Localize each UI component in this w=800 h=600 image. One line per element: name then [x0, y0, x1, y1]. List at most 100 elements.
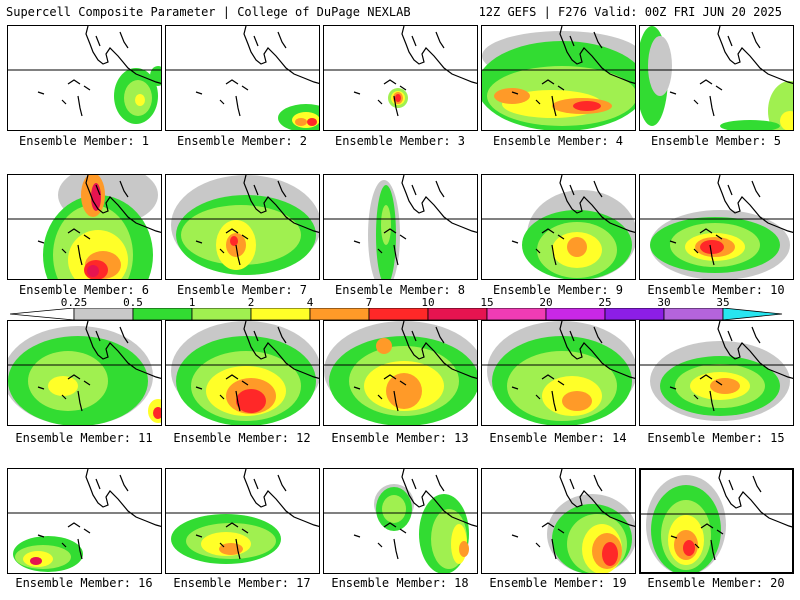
ensemble-member-panel[interactable] — [323, 174, 478, 280]
scp-shading-blob — [382, 495, 406, 523]
colorbar-segment — [132, 308, 193, 320]
colorbar-segment — [604, 308, 665, 320]
coastline — [195, 26, 319, 117]
ensemble-member-label: Ensemble Member: 19 — [489, 576, 627, 590]
scp-shading-blob — [395, 94, 401, 102]
coastline — [511, 321, 635, 412]
ensemble-member-label: Ensemble Member: 2 — [176, 134, 308, 148]
coastline — [195, 321, 319, 412]
ensemble-member-label: Ensemble Member: 7 — [176, 283, 308, 297]
scp-shading-blob — [459, 541, 469, 557]
ensemble-member-label: Ensemble Member: 17 — [173, 576, 311, 590]
ensemble-member-label: Ensemble Member: 15 — [647, 431, 785, 445]
colorbar-segment — [663, 308, 724, 320]
scp-shading-blob — [562, 391, 592, 411]
colorbar-segment — [545, 308, 606, 320]
colorbar-tick-label: 25 — [598, 296, 612, 309]
ensemble-member-label: Ensemble Member: 18 — [331, 576, 469, 590]
scp-shading-blob — [567, 237, 587, 257]
ensemble-member-label: Ensemble Member: 9 — [492, 283, 624, 297]
colorbar-segment — [250, 308, 311, 320]
scp-shading-blob — [720, 120, 780, 130]
colorbar-segment — [368, 308, 429, 320]
colorbar-tick-label: 0.5 — [123, 296, 143, 309]
ensemble-member-panel[interactable] — [481, 25, 636, 131]
ensemble-member-label: Ensemble Member: 1 — [18, 134, 150, 148]
ensemble-member-panel[interactable] — [7, 174, 162, 280]
ensemble-member-label: Ensemble Member: 14 — [489, 431, 627, 445]
colorbar-tip-left — [10, 308, 75, 320]
colorbar-tick-label: 4 — [306, 296, 314, 309]
ensemble-member-panel[interactable] — [639, 468, 794, 574]
colorbar-tick-label: 35 — [716, 296, 730, 309]
colorbar-tick-label: 30 — [657, 296, 671, 309]
scp-shading-blob — [236, 389, 266, 413]
ensemble-member-panel[interactable] — [481, 468, 636, 574]
scp-shading-blob — [700, 240, 724, 254]
ensemble-member-panel[interactable] — [165, 25, 320, 131]
scp-shading-blob — [307, 118, 317, 126]
scp-shading-blob — [494, 88, 530, 104]
coastline — [37, 26, 161, 117]
ensemble-member-label: Ensemble Member: 12 — [173, 431, 311, 445]
scp-shading-blob — [602, 542, 618, 566]
ensemble-member-label: Ensemble Member: 3 — [334, 134, 466, 148]
scp-shading-blob — [135, 94, 145, 106]
coastline — [669, 321, 793, 412]
ensemble-member-panel[interactable] — [7, 320, 162, 426]
ensemble-member-label: Ensemble Member: 8 — [334, 283, 466, 297]
ensemble-member-label: Ensemble Member: 11 — [15, 431, 153, 445]
coastline — [195, 469, 319, 560]
ensemble-member-panel[interactable] — [323, 468, 478, 574]
ensemble-member-panel[interactable] — [639, 25, 794, 131]
coastline — [669, 175, 793, 266]
scp-shading-blob — [573, 101, 601, 111]
scp-shading-blob — [230, 236, 238, 246]
colorbar-segment — [309, 308, 370, 320]
ensemble-member-label: Ensemble Member: 6 — [18, 283, 150, 297]
colorbar-segment — [191, 308, 252, 320]
coastline — [511, 469, 635, 560]
ensemble-member-label: Ensemble Member: 5 — [650, 134, 782, 148]
ensemble-member-panel[interactable] — [323, 25, 478, 131]
colorbar-segment — [427, 308, 488, 320]
scp-shading-blob — [295, 118, 307, 126]
colorbar — [10, 308, 783, 320]
ensemble-member-panel[interactable] — [165, 174, 320, 280]
ensemble-member-panel[interactable] — [7, 468, 162, 574]
coastline — [511, 26, 635, 117]
colorbar-tick-label: 2 — [247, 296, 255, 309]
coastline — [353, 26, 477, 117]
colorbar-tick-label: 0.25 — [60, 296, 88, 309]
colorbar-segment — [73, 308, 134, 320]
colorbar-tick-label: 1 — [188, 296, 196, 309]
scp-shading-blob — [683, 540, 695, 556]
ensemble-member-label: Ensemble Member: 10 — [647, 283, 785, 297]
coastline — [353, 469, 477, 560]
scp-shading-blob — [87, 265, 99, 277]
coastline — [195, 175, 319, 266]
ensemble-member-panel[interactable] — [165, 468, 320, 574]
colorbar-tick-label: 10 — [421, 296, 435, 309]
ensemble-member-panel[interactable] — [639, 174, 794, 280]
colorbar-tick-label: 20 — [539, 296, 553, 309]
ensemble-member-panel[interactable] — [481, 320, 636, 426]
ensemble-member-panel[interactable] — [481, 174, 636, 280]
ensemble-member-label: Ensemble Member: 20 — [647, 576, 785, 590]
ensemble-member-panel[interactable] — [323, 320, 478, 426]
colorbar-tick-label: 7 — [365, 296, 373, 309]
model-run-info: 12Z GEFS | F276 Valid: 00Z FRI JUN 20 20… — [478, 5, 782, 19]
map-title: Supercell Composite Parameter | College … — [6, 5, 411, 19]
coastline — [37, 321, 161, 412]
scp-shading-blob — [780, 111, 793, 130]
coastline — [37, 175, 161, 266]
coastline — [37, 469, 161, 560]
colorbar-tip-right — [722, 308, 783, 320]
ensemble-member-panel[interactable] — [165, 320, 320, 426]
ensemble-member-panel[interactable] — [7, 25, 162, 131]
coastline — [670, 470, 792, 561]
colorbar-segment — [486, 308, 547, 320]
coastline — [353, 321, 477, 412]
scp-shading-blob — [48, 376, 78, 396]
ensemble-member-panel[interactable] — [639, 320, 794, 426]
